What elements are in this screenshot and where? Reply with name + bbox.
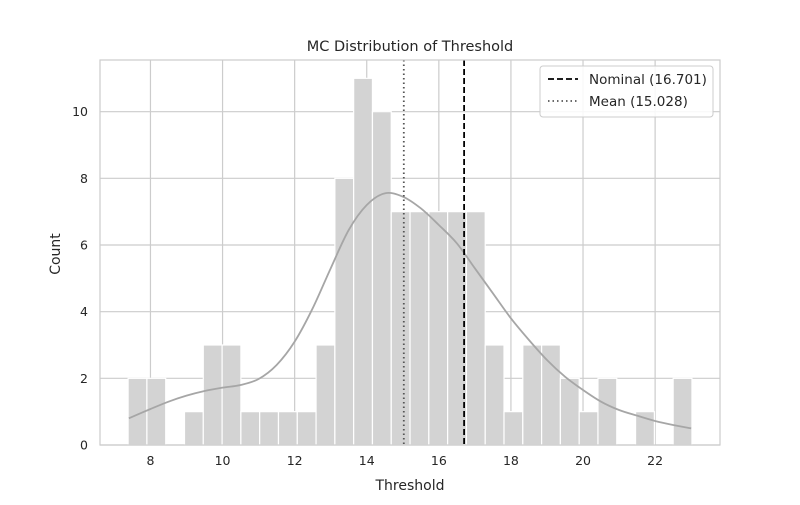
x-tick-label: 20: [575, 453, 591, 468]
histogram-bar: [277, 411, 298, 446]
legend-nominal-label: Nominal (16.701): [589, 72, 707, 88]
histogram-bar: [465, 211, 486, 446]
y-tick-label: 0: [80, 438, 88, 453]
histogram-bar: [559, 377, 580, 446]
chart-title: MC Distribution of Threshold: [307, 39, 514, 55]
kde-curve-layer: [128, 192, 692, 430]
histogram-bar: [503, 411, 524, 446]
histogram-bar: [240, 411, 261, 446]
x-tick-labels: 8 10 12 14 16 18 20 22: [146, 453, 663, 468]
legend-box: [539, 65, 714, 118]
kde-curve: [128, 192, 692, 430]
histogram-bar: [578, 411, 599, 446]
plot-frame: [99, 59, 721, 446]
x-tick-label: 10: [215, 453, 231, 468]
x-tick-label: 16: [431, 453, 447, 468]
histogram-bar: [353, 77, 374, 446]
histogram-bar: [315, 344, 336, 446]
histogram-bar: [447, 211, 468, 446]
y-axis-label: Count: [48, 233, 64, 275]
histogram-bar: [183, 411, 204, 446]
histogram-bar: [672, 377, 693, 446]
histogram-bar: [146, 377, 167, 446]
histogram-bar: [428, 211, 449, 446]
histogram-bar: [390, 211, 411, 446]
histogram-bar: [259, 411, 280, 446]
x-tick-label: 22: [647, 453, 663, 468]
histogram-bar: [296, 411, 317, 446]
reference-lines: [402, 60, 466, 445]
histogram-bar: [484, 344, 505, 446]
histogram-bar: [371, 111, 392, 446]
y-tick-label: 2: [80, 371, 88, 386]
y-tick-labels: 0 2 4 6 8 10: [72, 104, 88, 452]
y-tick-label: 6: [80, 238, 88, 253]
histogram-bar: [221, 344, 242, 446]
x-tick-label: 8: [146, 453, 154, 468]
histogram-bar: [409, 211, 430, 446]
histogram-bar: [540, 344, 561, 446]
x-tick-label: 14: [359, 453, 375, 468]
histogram-bar: [202, 344, 223, 446]
histogram-bar: [522, 344, 543, 446]
histogram-bar: [334, 177, 355, 446]
legend: Nominal (16.701) Mean (15.028): [539, 65, 714, 118]
x-tick-label: 18: [503, 453, 519, 468]
x-axis-label: Threshold: [375, 478, 445, 494]
x-tick-label: 12: [287, 453, 303, 468]
histogram-bar: [597, 377, 618, 446]
y-tick-label: 8: [80, 171, 88, 186]
legend-mean-label: Mean (15.028): [589, 94, 688, 110]
y-tick-label: 10: [72, 104, 88, 119]
y-tick-label: 4: [80, 304, 88, 319]
